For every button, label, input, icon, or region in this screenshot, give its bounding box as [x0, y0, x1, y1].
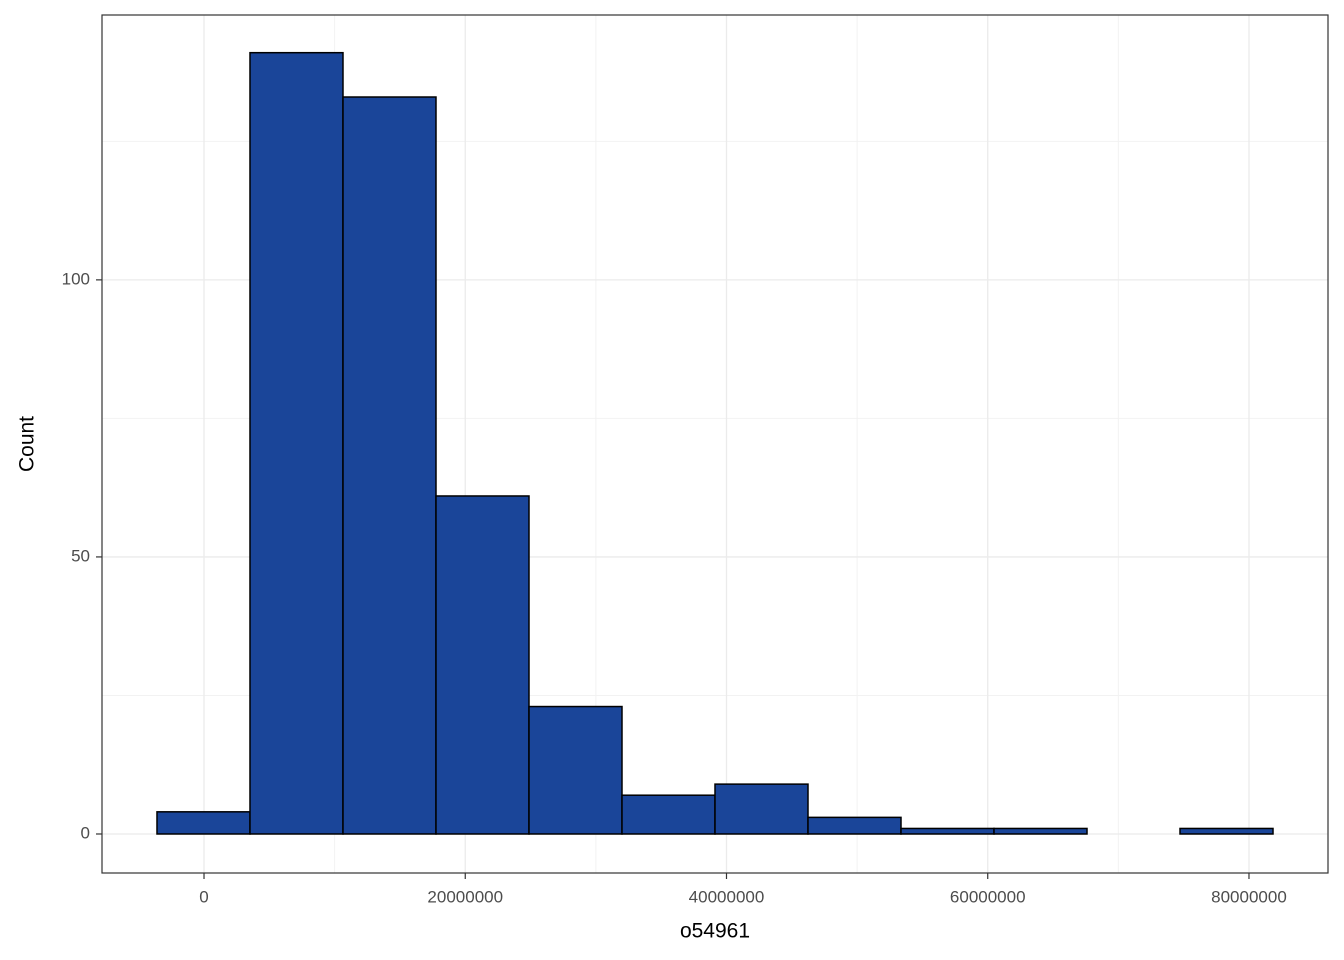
bar — [993, 827, 1088, 835]
bar — [621, 794, 716, 835]
bar — [807, 816, 902, 835]
bars — [156, 51, 1274, 835]
grid — [102, 15, 1328, 873]
bar — [528, 705, 623, 835]
x-axis-title: o54961 — [680, 920, 750, 943]
panel-border — [101, 14, 1329, 874]
y-tick-label: 0 — [81, 823, 90, 842]
x-tick-label: 0 — [199, 887, 208, 906]
y-tick-label: 50 — [71, 546, 90, 565]
bar — [900, 827, 995, 835]
x-tick-label: 20000000 — [427, 887, 503, 906]
x-tick-label: 60000000 — [950, 887, 1026, 906]
bar — [714, 783, 809, 835]
bar — [342, 96, 437, 835]
x-tick-label: 40000000 — [689, 887, 765, 906]
x-tick-label: 80000000 — [1211, 887, 1287, 906]
bar — [156, 811, 251, 835]
y-tick-label: 100 — [62, 269, 90, 288]
bar — [1179, 827, 1274, 835]
bar — [249, 51, 344, 835]
bar — [435, 495, 530, 835]
y-axis-title: Count — [16, 416, 39, 472]
